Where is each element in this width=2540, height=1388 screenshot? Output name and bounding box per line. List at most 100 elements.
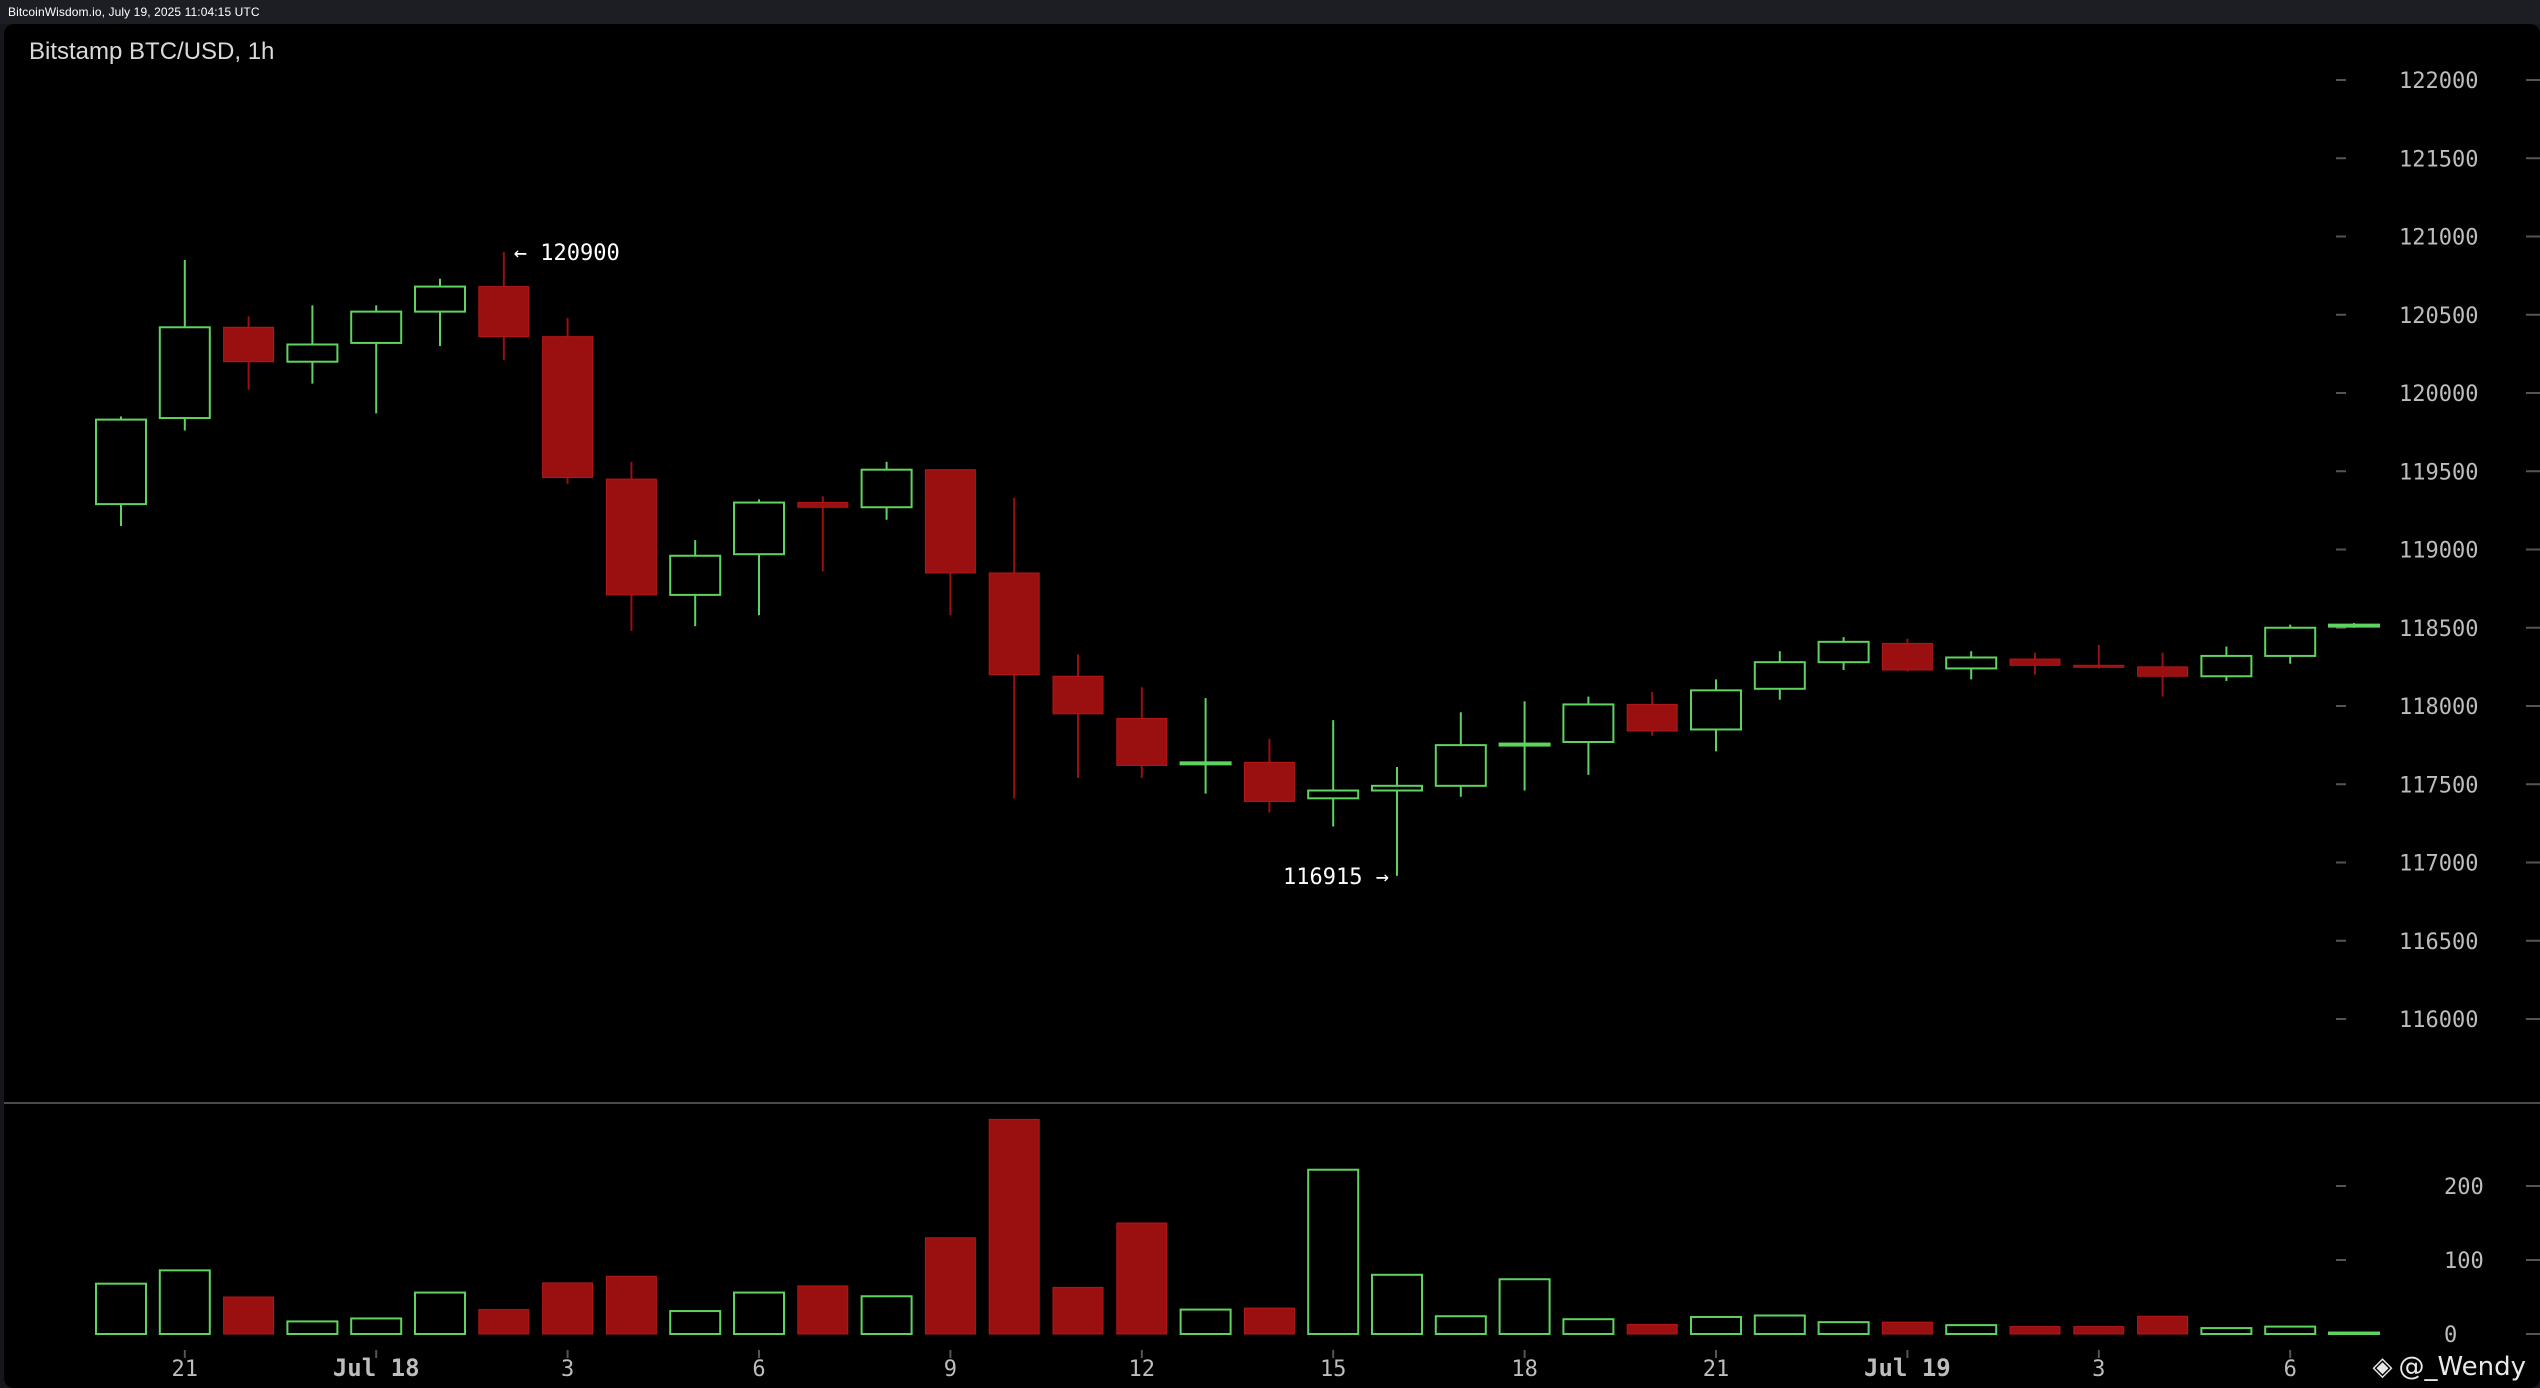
- volume-bar-down: [605, 1275, 657, 1335]
- price-tick-label: 122000: [2399, 69, 2478, 94]
- time-tick-label: Jul 19: [1864, 1354, 1951, 1382]
- candle-body-up: [1817, 640, 1870, 664]
- volume-bar-up: [350, 1317, 403, 1335]
- candle-body-down: [1116, 718, 1168, 766]
- volume-bars-group: [95, 1118, 2380, 1336]
- candle-body-up: [669, 554, 722, 596]
- candle-body-down: [924, 469, 976, 574]
- candle-body-down: [2137, 666, 2189, 677]
- volume-bar-down: [1626, 1323, 1678, 1335]
- volume-bar-down: [1243, 1307, 1295, 1335]
- volume-bar-up: [1753, 1314, 1806, 1335]
- candle-body-down: [1243, 761, 1295, 802]
- volume-bar-up: [286, 1320, 339, 1336]
- time-tick-label: 12: [1129, 1357, 1156, 1382]
- price-tick-label: 117500: [2399, 773, 2478, 798]
- candle-body-up: [286, 343, 339, 363]
- volume-bar-up: [2264, 1325, 2317, 1335]
- price-tick-label: 119000: [2399, 539, 2478, 564]
- volume-bar-up: [1179, 1308, 1232, 1335]
- candle-body-down: [1881, 642, 1933, 671]
- candle-body-up: [1945, 656, 1998, 670]
- volume-bar-up: [1307, 1168, 1360, 1335]
- candles-group: [95, 252, 2380, 876]
- volume-bar-down: [2009, 1326, 2061, 1335]
- time-tick-label: 21: [1703, 1357, 1730, 1382]
- chart-title: Bitstamp BTC/USD, 1h: [29, 38, 274, 65]
- candle-body-up: [95, 418, 147, 506]
- price-tick-label: 118000: [2399, 695, 2478, 720]
- candle-body-down: [2009, 658, 2061, 666]
- candle-body-up: [350, 310, 403, 344]
- time-tick-label: 18: [1511, 1357, 1538, 1382]
- candle-body-up: [1307, 789, 1360, 800]
- candle-body-down: [797, 502, 849, 508]
- volume-bar-up: [1371, 1273, 1423, 1336]
- price-axis: 116000 116500 117000 117500 118000 118500 1190…: [2336, 69, 2540, 1033]
- volume-tick-label: 100: [2444, 1249, 2484, 1274]
- high-price-annotation: ← 120900: [514, 241, 620, 266]
- volume-bar-down: [924, 1237, 976, 1335]
- candle-body-up: [1371, 784, 1423, 792]
- candle-body-up: [1179, 761, 1232, 766]
- author-name: @_Wendy: [2398, 1352, 2526, 1382]
- candle-body-up: [733, 501, 785, 556]
- candle-body-down: [988, 572, 1040, 676]
- candle-body-up: [2264, 626, 2317, 657]
- candle-body-up: [1434, 744, 1487, 787]
- volume-bar-up: [1817, 1321, 1870, 1336]
- volume-tick-label: 200: [2444, 1175, 2484, 1200]
- time-tick-label: 9: [944, 1357, 957, 1382]
- volume-bar-down: [1052, 1286, 1104, 1335]
- price-tick-label: 120000: [2399, 382, 2478, 407]
- volume-bar-up: [860, 1295, 913, 1336]
- volume-bar-up: [158, 1269, 211, 1335]
- chart-background: [4, 24, 2540, 1388]
- volume-bar-down: [223, 1296, 275, 1335]
- diamond-logo-icon: ◈: [2372, 1352, 2393, 1382]
- candle-body-up: [158, 326, 211, 420]
- volume-bar-up: [1434, 1315, 1487, 1335]
- time-tick-label: 3: [2092, 1357, 2105, 1382]
- candle-body-up: [414, 285, 466, 313]
- price-tick-label: 119500: [2399, 460, 2478, 485]
- volume-bar-down: [1116, 1222, 1168, 1335]
- annotations-group: ← 120900 116915 →: [514, 241, 1389, 890]
- candle-body-up: [1562, 703, 1615, 743]
- candle-body-down: [2073, 664, 2125, 668]
- volume-bar-down: [542, 1282, 594, 1335]
- time-tick-label: Jul 18: [333, 1354, 420, 1382]
- volume-bar-down: [478, 1309, 530, 1335]
- volume-bar-down: [1881, 1321, 1933, 1335]
- volume-bar-down: [988, 1118, 1040, 1335]
- chart-frame: Bitstamp BTC/USD, 1h 116000 116500 117000 1…: [4, 24, 2540, 1388]
- source-watermark: BitcoinWisdom.io, July 19, 2025 11:04:15…: [8, 5, 260, 19]
- candle-body-down: [223, 326, 275, 363]
- volume-bar-up: [1498, 1278, 1551, 1335]
- volume-bar-up: [669, 1310, 722, 1336]
- volume-bar-down: [797, 1285, 849, 1335]
- candle-body-down: [542, 336, 594, 479]
- candlestick-chart: Bitstamp BTC/USD, 1h 1160001165001170001…: [4, 24, 2540, 1388]
- time-tick-label: 6: [752, 1357, 765, 1382]
- candle-body-up: [860, 468, 913, 509]
- price-tick-label: 117000: [2399, 852, 2478, 877]
- candle-body-down: [605, 478, 657, 596]
- volume-axis: 0 100 200: [2336, 1175, 2540, 1348]
- candle-body-down: [478, 286, 530, 338]
- volume-bar-up: [1945, 1324, 1998, 1335]
- volume-bar-up: [733, 1291, 785, 1336]
- time-tick-label: 21: [172, 1357, 199, 1382]
- price-tick-label: 118500: [2399, 617, 2478, 642]
- candle-body-down: [1052, 675, 1104, 715]
- low-price-annotation: 116915 →: [1283, 865, 1389, 890]
- volume-tick-label: 0: [2444, 1323, 2457, 1348]
- volume-bar-up: [95, 1282, 147, 1336]
- candle-body-up: [1753, 661, 1806, 690]
- volume-bar-up: [2328, 1331, 2380, 1336]
- header-bar: [0, 0, 2540, 24]
- volume-bar-down: [2073, 1326, 2125, 1335]
- time-tick-label: 6: [2284, 1357, 2297, 1382]
- price-tick-label: 121000: [2399, 226, 2478, 251]
- time-tick-label: 15: [1320, 1357, 1347, 1382]
